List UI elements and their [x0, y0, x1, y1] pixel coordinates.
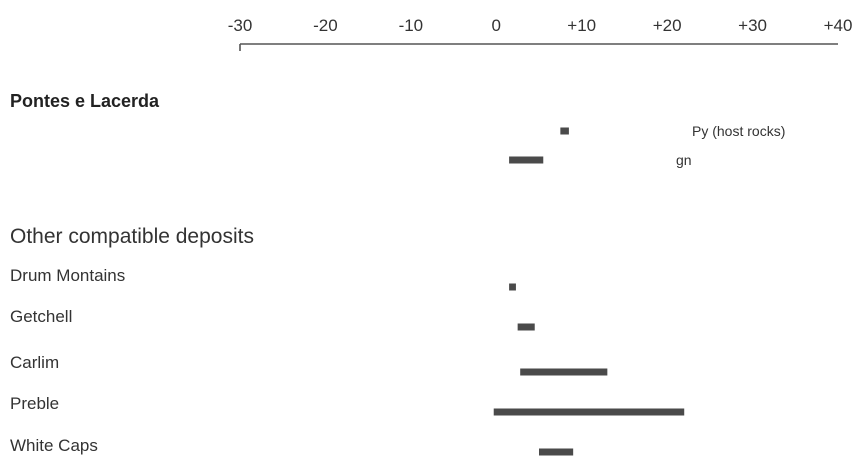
x-tick-label: +30 [738, 16, 767, 35]
x-tick-label: 0 [492, 16, 501, 35]
top-axis: -30 -20 -10 0 +10 +20 +30 +40 [228, 16, 853, 51]
row-labels: Pontes e Lacerda Other compatible deposit… [10, 91, 254, 455]
bar-annotation: Py (host rocks) [692, 123, 785, 139]
row-label: White Caps [10, 436, 98, 455]
group-title-pontes-e-lacerda: Pontes e Lacerda [10, 91, 160, 111]
x-tick-label: -10 [399, 16, 424, 35]
range-bars: Py (host rocks)gn [493, 123, 785, 456]
range-bar [517, 323, 535, 331]
x-tick-label: -20 [313, 16, 338, 35]
row-label: Getchell [10, 307, 72, 326]
x-tick-label: -30 [228, 16, 253, 35]
range-bar [539, 448, 574, 456]
row-label: Drum Montains [10, 266, 125, 285]
range-bar [560, 127, 569, 135]
x-tick-label: +20 [653, 16, 682, 35]
x-tick-label: +40 [824, 16, 853, 35]
range-bar [509, 156, 544, 164]
bar-annotation: gn [676, 152, 692, 168]
range-bar [493, 408, 685, 416]
x-tick-label: +10 [567, 16, 596, 35]
range-bar [520, 368, 608, 376]
row-label: Preble [10, 394, 59, 413]
row-label: Carlim [10, 353, 59, 372]
group-title-other-deposits: Other compatible deposits [10, 225, 254, 248]
range-bar [509, 283, 516, 291]
